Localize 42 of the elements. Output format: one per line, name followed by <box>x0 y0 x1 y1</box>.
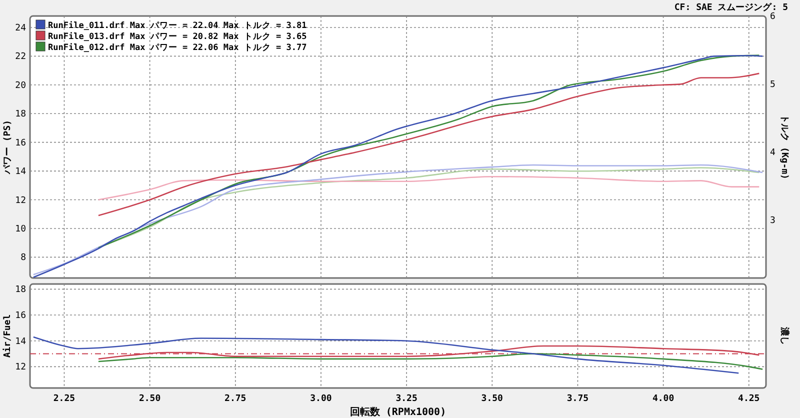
y-tick-label: 12 <box>15 196 26 206</box>
legend-label: RunFile_011.drf Max パワー = 22.04 Max トルク = 3.81 <box>48 21 307 31</box>
y-tick-label: 18 <box>15 285 26 296</box>
y-tick-label: 20 <box>15 80 26 91</box>
y-tick-label: 8 <box>20 253 26 264</box>
x-tick-label: 2.25 <box>53 394 76 404</box>
y-tick-label: 10 <box>15 224 26 234</box>
text: CF: SAE スムージング: 5 <box>674 2 788 13</box>
y-tick-label: 22 <box>15 52 26 62</box>
line-series <box>32 336 740 374</box>
x-axis-title: 回転数 (RPMx1000) <box>350 406 446 418</box>
y-tick-label: 16 <box>15 138 26 148</box>
legend-label: RunFile_012.drf Max パワー = 22.06 Max トルク = 3.77 <box>48 43 307 53</box>
x-tick-label: 3.50 <box>481 394 503 404</box>
y-tick-label: 12 <box>15 362 26 373</box>
y2-axis-title: トルク (Kg-m) <box>779 114 789 180</box>
line-series <box>32 164 764 276</box>
line-series <box>98 353 764 370</box>
y2-tick-label: 4 <box>770 148 776 158</box>
x-tick-label: 3.00 <box>310 394 332 404</box>
line-series <box>98 72 760 216</box>
x-tick-label: 4.00 <box>652 394 674 404</box>
y-tick-label: 14 <box>15 336 26 347</box>
y2-axis-title: 濃し <box>779 326 790 345</box>
x-tick-label: 4.25 <box>738 394 760 404</box>
y-axis-title: パワー (PS) <box>3 120 13 176</box>
y2-tick-label: 3 <box>770 216 776 226</box>
y-axis-title: Air/Fuel <box>2 314 13 358</box>
x-tick-label: 3.25 <box>396 394 418 404</box>
y-tick-label: 18 <box>15 110 26 120</box>
x-tick-label: 2.50 <box>138 394 161 404</box>
x-tick-label: 2.75 <box>224 394 246 404</box>
y2-tick-label: 5 <box>770 80 776 90</box>
line-series <box>98 176 760 200</box>
line-series <box>98 54 760 248</box>
y2-tick-label: 6 <box>770 12 776 22</box>
y-tick-label: 14 <box>15 167 26 178</box>
y-tick-label: 24 <box>15 23 26 34</box>
y-tick-label: 16 <box>15 311 26 322</box>
line-series <box>32 54 764 278</box>
legend-label: RunFile_013.drf Max パワー = 20.82 Max トルク = 3.65 <box>48 32 307 42</box>
x-tick-label: 3.75 <box>566 394 589 404</box>
